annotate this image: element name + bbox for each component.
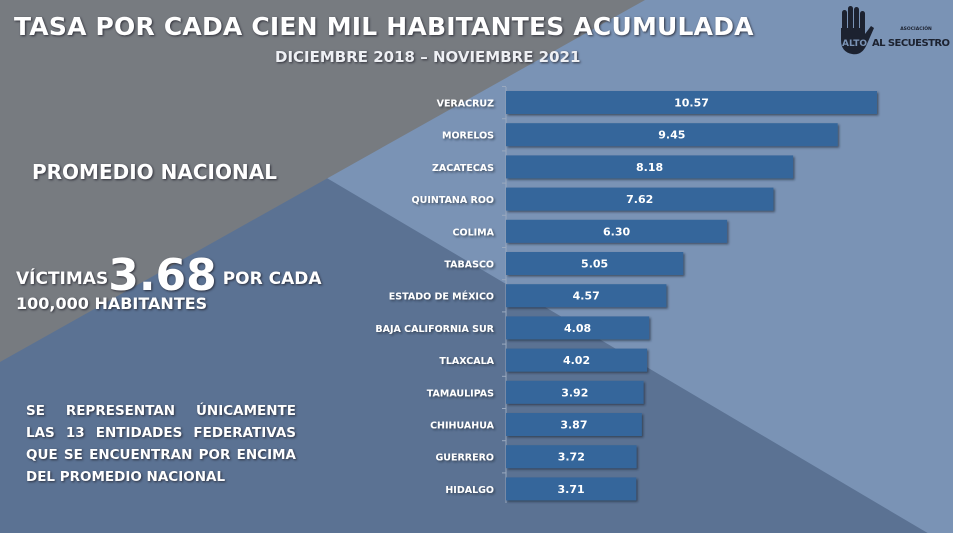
bar-value-label: 9.45 <box>658 129 685 142</box>
category-label: QUINTANA ROO <box>412 195 494 206</box>
logo: ALTO ASOCIACIÓN AL SECUESTRO <box>841 6 950 55</box>
category-label: BAJA CALIFORNIA SUR <box>375 324 494 335</box>
promedio-prefix: VÍCTIMAS <box>16 269 109 289</box>
category-label: TABASCO <box>444 260 494 271</box>
bar <box>506 380 644 404</box>
bar-value-label: 3.72 <box>558 451 585 464</box>
svg-text:ASOCIACIÓN: ASOCIACIÓN <box>900 25 932 32</box>
category-label: ESTADO DE MÉXICO <box>389 291 494 303</box>
bar <box>506 123 838 147</box>
category-label: VERACRUZ <box>437 99 495 110</box>
svg-text:AL SECUESTRO: AL SECUESTRO <box>872 38 950 49</box>
chart-subtitle: DICIEMBRE 2018 – NOVIEMBRE 2021 <box>275 48 581 66</box>
promedio-value: 3.68 <box>108 250 217 301</box>
bar-value-label: 3.92 <box>561 386 588 399</box>
bar <box>506 284 667 308</box>
bar <box>506 445 637 469</box>
category-label: ZACATECAS <box>432 163 494 174</box>
bar-value-label: 6.30 <box>603 225 630 238</box>
category-label: COLIMA <box>453 227 495 238</box>
category-label: MORELOS <box>442 131 494 142</box>
footnote: SE REPRESENTAN ÚNICAMENTE LAS 13 ENTIDAD… <box>26 403 296 485</box>
category-label: TLAXCALA <box>439 356 494 367</box>
bar <box>506 348 648 372</box>
svg-text:ALTO: ALTO <box>842 39 867 49</box>
bar <box>506 316 650 340</box>
bar <box>506 91 877 114</box>
bar-value-label: 7.62 <box>626 193 653 206</box>
bar-value-label: 5.05 <box>581 258 608 271</box>
category-label: GUERRERO <box>435 453 494 464</box>
promedio-suffix: POR CADA <box>222 269 322 289</box>
category-label: CHIHUAHUA <box>430 421 495 432</box>
bar <box>506 252 684 275</box>
background-gray <box>0 0 645 362</box>
bar <box>506 155 794 179</box>
bar-value-label: 8.18 <box>636 161 663 174</box>
category-label: HIDALGO <box>445 485 494 496</box>
hand-icon <box>841 6 874 55</box>
promedio-heading: PROMEDIO NACIONAL <box>32 160 277 184</box>
bar <box>506 477 637 501</box>
bar-value-label: 3.87 <box>560 419 587 432</box>
bar-value-label: 4.08 <box>564 322 591 335</box>
promedio-line2: 100,000 HABITANTES <box>16 294 208 313</box>
bar <box>506 187 774 211</box>
bar-value-label: 3.71 <box>558 483 585 496</box>
bar-value-label: 4.02 <box>563 354 590 367</box>
promedio-line: VÍCTIMAS3.68 POR CADA <box>16 250 322 301</box>
bar-value-label: 10.57 <box>674 97 709 110</box>
bar <box>506 413 642 436</box>
bar-value-label: 4.57 <box>573 290 600 303</box>
chart-title: TASA POR CADA CIEN MIL HABITANTES ACUMUL… <box>14 12 754 41</box>
category-label: TAMAULIPAS <box>427 388 494 399</box>
bar <box>506 219 728 243</box>
